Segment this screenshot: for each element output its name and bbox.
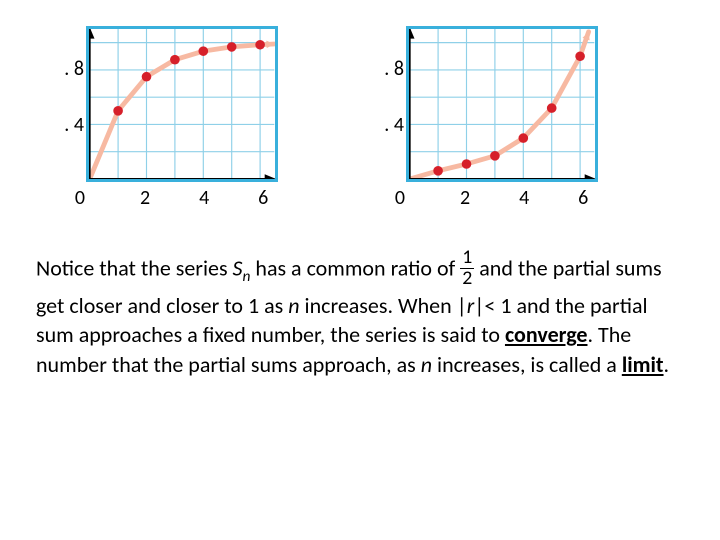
y-tick-label: . 4 — [370, 113, 404, 137]
x-tick-label: 2 — [455, 186, 475, 210]
y-tick-label: . 8 — [50, 57, 84, 81]
fraction-denominator: 2 — [460, 269, 474, 289]
origin-label: 0 — [390, 186, 410, 210]
symbol-n: n — [288, 292, 299, 319]
chart-left: . 4 . 8 2 4 6 0 — [50, 20, 290, 220]
text: increases, is called a — [432, 351, 622, 378]
explanation-paragraph: Notice that the series Sn has a common r… — [30, 250, 690, 380]
chart-right-plot — [406, 26, 598, 182]
y-tick-label: . 4 — [50, 113, 84, 137]
text: has a common ratio of — [250, 255, 460, 282]
x-tick-label: 6 — [573, 186, 593, 210]
keyword-limit: limit — [622, 351, 664, 378]
x-tick-label: 2 — [135, 186, 155, 210]
chart-right: . 4 . 8 2 4 6 0 — [370, 20, 610, 220]
symbol-n: n — [421, 351, 432, 378]
text: . — [664, 351, 670, 378]
x-tick-label: 4 — [194, 186, 214, 210]
symbol-S: S — [233, 255, 243, 282]
text: increases. When | — [300, 292, 467, 319]
origin-label: 0 — [70, 186, 90, 210]
charts-row: . 4 . 8 2 4 6 0 . 4 . 8 2 4 6 0 — [30, 20, 690, 220]
chart-left-plot — [86, 26, 278, 182]
x-tick-label: 6 — [253, 186, 273, 210]
text: Notice that the series — [36, 255, 233, 282]
x-tick-label: 4 — [514, 186, 534, 210]
fraction-half: 12 — [460, 248, 474, 289]
y-tick-label: . 8 — [370, 57, 404, 81]
keyword-converge: converge — [505, 321, 588, 348]
